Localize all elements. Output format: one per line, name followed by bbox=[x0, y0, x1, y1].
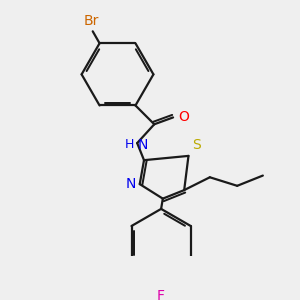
Text: H: H bbox=[124, 138, 134, 151]
Text: Br: Br bbox=[83, 14, 99, 28]
Text: S: S bbox=[192, 139, 201, 152]
Text: N: N bbox=[138, 138, 148, 152]
Text: F: F bbox=[157, 289, 165, 300]
Text: O: O bbox=[178, 110, 189, 124]
Text: N: N bbox=[126, 177, 136, 191]
